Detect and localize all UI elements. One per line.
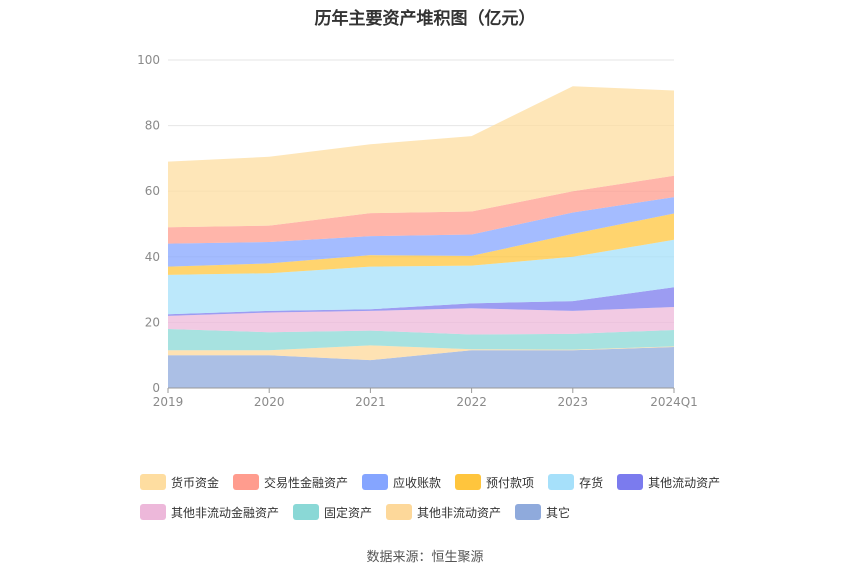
area-series-6 — [168, 213, 674, 275]
x-tick-label: 2024Q1 — [650, 395, 698, 409]
legend-items: 货币资金 交易性金融资产 应收账款 预付款项 存货 其他流动资产其他非流动金融资产 固定资产… — [140, 470, 740, 524]
legend-label: 固定资产 — [324, 505, 373, 520]
y-tick-label: 20 — [145, 315, 160, 329]
legend-swatch — [362, 474, 389, 490]
legend-swatch — [515, 504, 542, 520]
legend-swatch — [140, 474, 166, 490]
legend-swatch — [455, 474, 482, 490]
legend-item[interactable]: 存货 — [548, 470, 603, 494]
legend-label: 其它 — [546, 505, 571, 520]
area-series-3 — [168, 306, 674, 335]
legend-label: 其他流动资产 — [648, 475, 721, 490]
legend-label: 应收账款 — [393, 475, 442, 490]
x-tick-label: 2022 — [456, 395, 487, 409]
area-series-1 — [168, 345, 674, 361]
y-tick-label: 60 — [145, 184, 160, 198]
legend-swatch — [233, 474, 260, 490]
area-series-0 — [168, 347, 674, 388]
legend-item[interactable]: 其他流动资产 — [617, 470, 720, 494]
legend-item[interactable]: 其他非流动金融资产 — [140, 500, 279, 524]
x-tick-label: 2023 — [558, 395, 589, 409]
legend-swatch — [293, 504, 320, 520]
area-series-7 — [168, 197, 674, 267]
area-series-9 — [168, 86, 674, 228]
x-tick-label: 2019 — [153, 395, 184, 409]
legend-item[interactable]: 交易性金融资产 — [233, 470, 348, 494]
legend-item[interactable]: 其他非流动资产 — [386, 500, 501, 524]
legend-swatch — [140, 504, 166, 520]
x-tick-label: 2021 — [355, 395, 386, 409]
area-series-8 — [168, 175, 674, 244]
y-tick-label: 100 — [137, 53, 160, 67]
legend-item[interactable]: 预付款项 — [455, 470, 534, 494]
y-tick-label: 40 — [145, 250, 160, 264]
data-source-note: 数据来源：恒生聚源 — [366, 550, 484, 565]
y-tick-label: 0 — [152, 381, 160, 395]
chart-title: 历年主要资产堆积图（亿元） — [314, 9, 536, 29]
x-tick-label: 2020 — [254, 395, 285, 409]
legend: 货币资金 交易性金融资产 应收账款 预付款项 存货 其他流动资产其他非流动金融资产 固定资产… — [140, 470, 740, 524]
legend-item[interactable]: 其它 — [515, 500, 570, 524]
legend-label: 交易性金融资产 — [264, 475, 349, 490]
y-tick-label: 80 — [145, 119, 160, 133]
legend-swatch — [386, 504, 413, 520]
legend-item[interactable]: 固定资产 — [293, 500, 372, 524]
legend-label: 其他非流动资产 — [417, 505, 502, 520]
area-series-4 — [168, 287, 674, 316]
legend-label: 其他非流动金融资产 — [171, 505, 280, 520]
area-series-2 — [168, 328, 674, 351]
area-series-layer — [168, 86, 674, 388]
legend-swatch — [548, 474, 575, 490]
legend-label: 存货 — [579, 475, 604, 490]
legend-label: 货币资金 — [171, 475, 220, 490]
area-series-5 — [168, 239, 674, 315]
legend-swatch — [617, 474, 644, 490]
legend-item[interactable]: 货币资金 — [140, 470, 219, 494]
axes: 0 20 40 60 80 100 2019 2020 2021 2022 2023 2024Q1 — [137, 53, 698, 409]
legend-label: 预付款项 — [486, 475, 535, 490]
legend-item[interactable]: 应收账款 — [362, 470, 441, 494]
